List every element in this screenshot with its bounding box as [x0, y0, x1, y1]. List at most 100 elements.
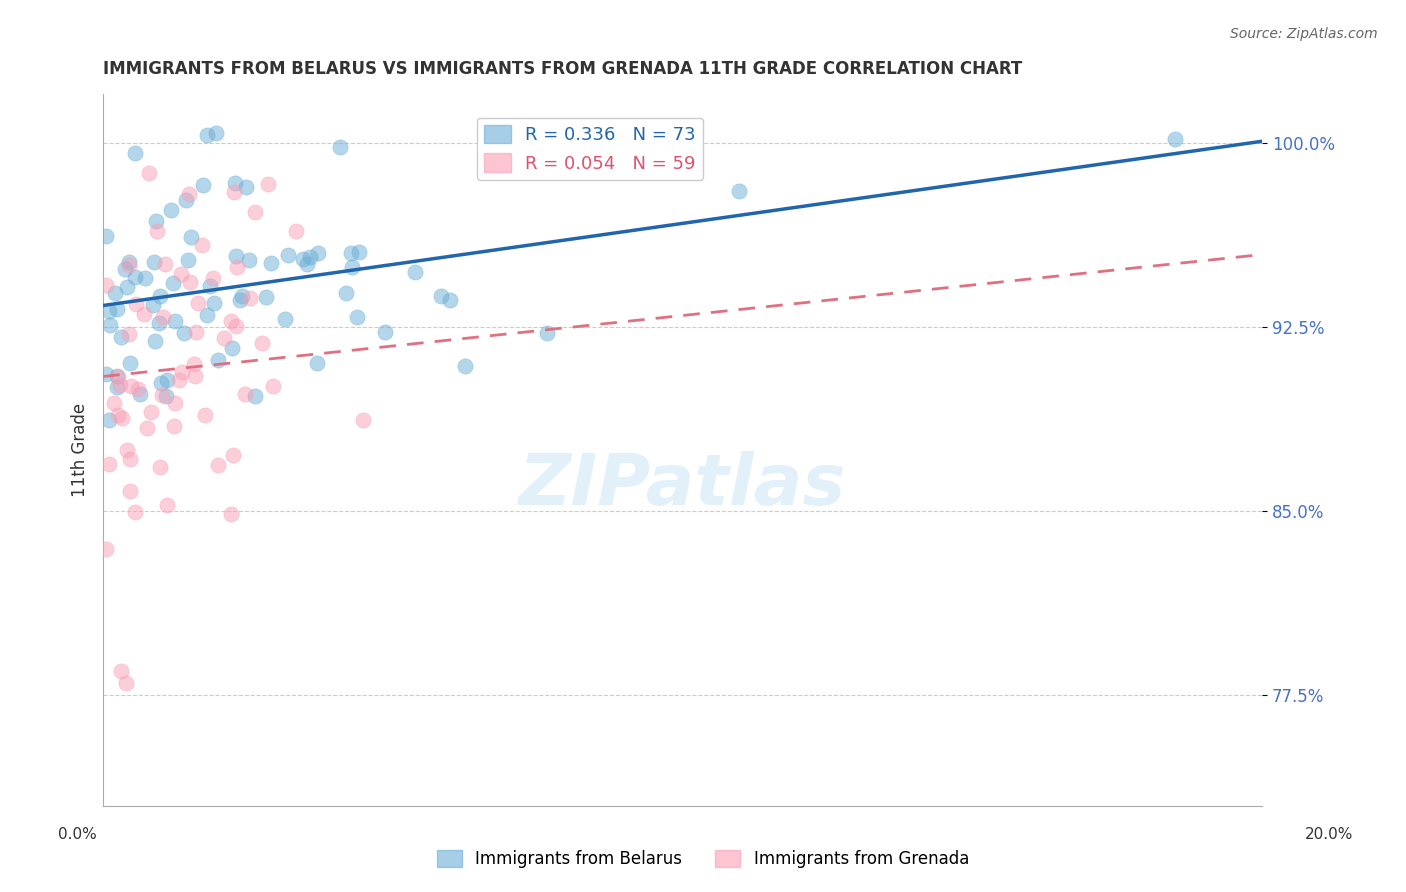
Immigrants from Belarus	[454, 359, 477, 373]
Immigrants from Belarus	[235, 179, 257, 194]
Immigrants from Belarus	[118, 356, 141, 370]
Text: 20.0%: 20.0%	[1305, 827, 1353, 841]
Immigrants from Belarus	[143, 255, 166, 269]
Immigrants from Belarus	[143, 334, 166, 348]
Immigrants from Belarus	[439, 293, 461, 307]
Immigrants from Belarus	[1164, 131, 1187, 145]
Immigrants from Belarus	[374, 326, 396, 340]
Immigrants from Belarus	[229, 293, 252, 307]
Immigrants from Grenada	[115, 676, 138, 690]
Immigrants from Grenada	[207, 458, 229, 472]
Immigrants from Grenada	[233, 387, 256, 401]
Immigrants from Grenada	[172, 365, 194, 379]
Immigrants from Grenada	[125, 297, 148, 311]
Immigrants from Grenada	[262, 379, 284, 393]
Immigrants from Grenada	[194, 408, 217, 422]
Immigrants from Grenada	[149, 460, 172, 475]
Immigrants from Grenada	[156, 498, 179, 512]
Immigrants from Belarus	[197, 308, 219, 322]
Immigrants from Belarus	[238, 252, 260, 267]
Immigrants from Belarus	[145, 213, 167, 227]
Immigrants from Grenada	[103, 396, 125, 410]
Immigrants from Grenada	[118, 451, 141, 466]
Immigrants from Belarus	[277, 248, 299, 262]
Immigrants from Belarus	[202, 296, 225, 310]
Immigrants from Belarus	[96, 228, 118, 243]
Immigrants from Grenada	[98, 457, 121, 471]
Immigrants from Belarus	[160, 203, 183, 218]
Immigrants from Belarus	[149, 289, 172, 303]
Immigrants from Grenada	[115, 443, 138, 458]
Immigrants from Grenada	[226, 260, 249, 274]
Immigrants from Belarus	[176, 252, 198, 267]
Immigrants from Grenada	[224, 185, 246, 199]
Immigrants from Belarus	[340, 245, 363, 260]
Immigrants from Belarus	[245, 389, 267, 403]
Immigrants from Belarus	[430, 288, 453, 302]
Immigrants from Grenada	[183, 357, 205, 371]
Immigrants from Grenada	[124, 505, 146, 519]
Immigrants from Grenada	[135, 420, 157, 434]
Immigrants from Belarus	[105, 368, 128, 383]
Immigrants from Grenada	[107, 409, 129, 423]
Immigrants from Belarus	[173, 326, 195, 340]
Immigrants from Belarus	[165, 314, 187, 328]
Immigrants from Grenada	[202, 271, 225, 285]
Immigrants from Belarus	[162, 276, 184, 290]
Immigrants from Grenada	[150, 388, 173, 402]
Immigrants from Grenada	[120, 378, 142, 392]
Text: ZIPatlas: ZIPatlas	[519, 451, 846, 520]
Legend: Immigrants from Belarus, Immigrants from Grenada: Immigrants from Belarus, Immigrants from…	[430, 843, 976, 875]
Y-axis label: 11th Grade: 11th Grade	[72, 403, 89, 497]
Immigrants from Belarus	[231, 289, 253, 303]
Immigrants from Belarus	[94, 367, 117, 381]
Immigrants from Belarus	[174, 193, 197, 207]
Immigrants from Belarus	[346, 310, 368, 325]
Immigrants from Belarus	[404, 265, 426, 279]
Immigrants from Grenada	[146, 224, 169, 238]
Immigrants from Belarus	[124, 269, 146, 284]
Immigrants from Grenada	[177, 186, 200, 201]
Immigrants from Belarus	[254, 290, 277, 304]
Immigrants from Grenada	[239, 291, 262, 305]
Immigrants from Belarus	[329, 140, 352, 154]
Immigrants from Belarus	[221, 342, 243, 356]
Immigrants from Belarus	[536, 326, 558, 340]
Text: Source: ZipAtlas.com: Source: ZipAtlas.com	[1230, 27, 1378, 41]
Immigrants from Belarus	[97, 303, 120, 318]
Immigrants from Belarus	[198, 279, 221, 293]
Immigrants from Grenada	[243, 205, 266, 219]
Immigrants from Grenada	[96, 541, 118, 556]
Immigrants from Grenada	[118, 259, 141, 273]
Immigrants from Grenada	[138, 166, 160, 180]
Immigrants from Grenada	[170, 268, 193, 282]
Immigrants from Grenada	[257, 178, 280, 192]
Immigrants from Grenada	[219, 314, 242, 328]
Immigrants from Belarus	[124, 146, 146, 161]
Immigrants from Belarus	[142, 298, 165, 312]
Immigrants from Belarus	[305, 356, 328, 370]
Immigrants from Belarus	[104, 285, 127, 300]
Legend: R = 0.336   N = 73, R = 0.054   N = 59: R = 0.336 N = 73, R = 0.054 N = 59	[477, 118, 703, 180]
Immigrants from Belarus	[335, 285, 357, 300]
Immigrants from Belarus	[299, 250, 322, 264]
Immigrants from Grenada	[250, 336, 273, 351]
Immigrants from Belarus	[510, 148, 533, 162]
Immigrants from Belarus	[191, 178, 214, 193]
Immigrants from Belarus	[728, 184, 751, 198]
Text: 0.0%: 0.0%	[58, 827, 97, 841]
Immigrants from Belarus	[98, 413, 121, 427]
Immigrants from Belarus	[105, 302, 128, 317]
Immigrants from Belarus	[224, 176, 246, 190]
Immigrants from Belarus	[148, 316, 170, 330]
Immigrants from Belarus	[274, 312, 297, 326]
Immigrants from Belarus	[118, 255, 141, 269]
Immigrants from Belarus	[295, 257, 318, 271]
Immigrants from Belarus	[308, 245, 330, 260]
Immigrants from Belarus	[156, 373, 179, 387]
Immigrants from Grenada	[107, 369, 129, 384]
Immigrants from Grenada	[167, 373, 190, 387]
Immigrants from Grenada	[285, 224, 308, 238]
Immigrants from Belarus	[114, 261, 136, 276]
Immigrants from Belarus	[105, 380, 128, 394]
